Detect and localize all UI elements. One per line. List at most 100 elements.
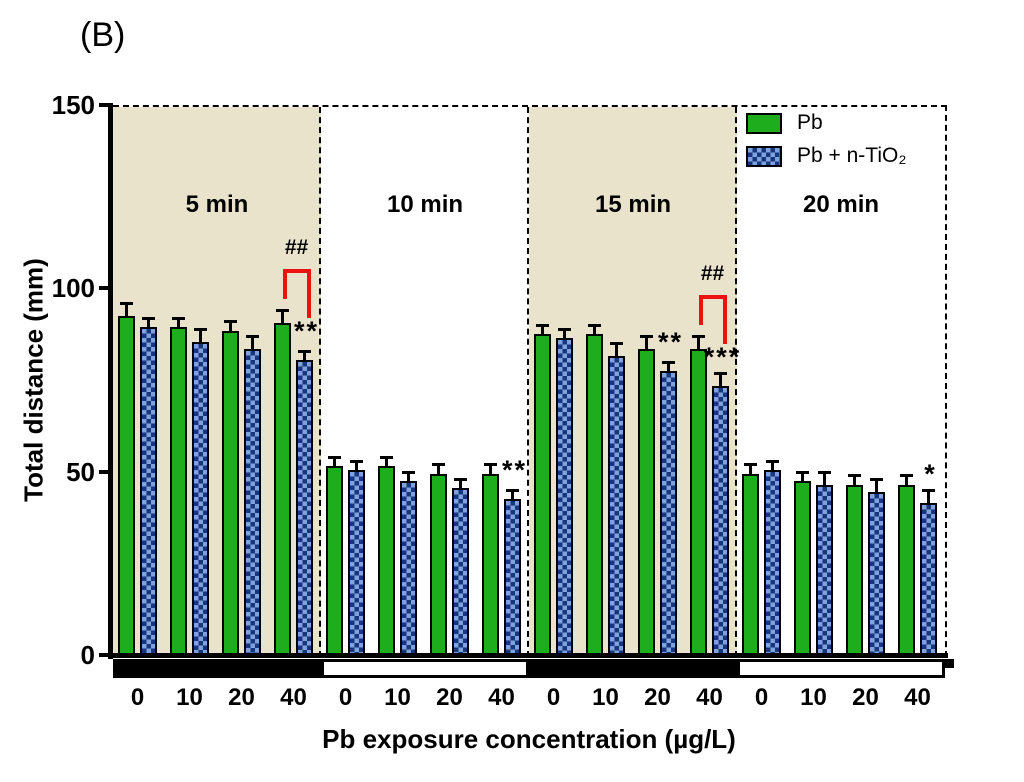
error-bar <box>177 319 180 327</box>
legend-item-pb: Pb <box>746 111 907 135</box>
error-bar <box>905 477 908 485</box>
error-bar-cap <box>506 489 519 492</box>
error-bar <box>385 459 388 467</box>
bar-tio2-5-min-20 <box>244 349 261 657</box>
error-bar-cap <box>714 371 727 375</box>
error-bar <box>355 462 358 470</box>
error-bar-cap <box>328 456 341 459</box>
error-bar-cap <box>640 335 653 338</box>
error-bar-cap <box>818 470 831 474</box>
bar-tio2-20-min-10 <box>816 484 833 657</box>
bracket-left-leg <box>282 269 287 300</box>
panel-label-10-min: 10 min <box>386 191 464 218</box>
x-tick-label-15-min-40: 40 <box>696 684 723 711</box>
bracket-right-leg <box>306 269 311 318</box>
error-bar-cap <box>432 463 445 467</box>
error-bar-cap <box>870 478 883 481</box>
error-bar-cap <box>766 459 779 463</box>
bar-tio2-10-min-10 <box>400 481 417 657</box>
y-tick-label: 100 <box>51 273 95 304</box>
x-tick-label-5-min-40: 40 <box>280 684 307 711</box>
bracket-left-leg <box>698 295 703 325</box>
bar-tio2-10-min-40 <box>504 499 521 657</box>
bar-pb-5-min-40 <box>274 323 291 657</box>
x-tick-label-5-min-10: 10 <box>176 684 203 711</box>
error-bar <box>771 462 774 470</box>
bar-pb-15-min-20 <box>638 349 655 657</box>
error-bar <box>459 481 462 489</box>
bar-tio2-20-min-20 <box>868 492 885 657</box>
error-bar-cap <box>588 324 601 327</box>
error-bar <box>333 459 336 467</box>
bar-tio2-20-min-40 <box>920 503 937 657</box>
error-bar-cap <box>276 309 289 313</box>
error-bar <box>615 345 618 357</box>
significance-stars: ** <box>657 327 684 357</box>
bracket-top <box>698 295 727 299</box>
error-bar <box>749 466 752 474</box>
significance-stars: ** <box>501 455 528 486</box>
bar-tio2-15-min-20 <box>660 371 677 657</box>
error-bar-cap <box>172 316 185 320</box>
legend-label-tio2: Pb + n-TiO₂ <box>797 144 907 167</box>
error-bar-cap <box>744 463 757 467</box>
bar-pb-5-min-10 <box>170 327 187 657</box>
significance-hash: ## <box>284 236 309 260</box>
x-tick-label-15-min-0: 0 <box>546 684 561 711</box>
error-bar-cap <box>536 324 549 327</box>
error-bar-cap <box>558 327 571 331</box>
error-bar <box>147 319 150 327</box>
bar-pb-15-min-40 <box>690 349 707 657</box>
error-bar-cap <box>796 470 809 474</box>
error-bar <box>281 312 284 324</box>
y-axis-tick <box>99 469 109 474</box>
x-tick-label-20-min-20: 20 <box>852 684 879 711</box>
y-tick-label: 0 <box>80 640 95 670</box>
error-bar-cap <box>120 302 133 305</box>
error-bar <box>199 330 202 342</box>
error-bar <box>719 374 722 386</box>
photoperiod-strip-dark-5-min <box>113 659 321 678</box>
error-bar <box>541 327 544 335</box>
bar-tio2-15-min-10 <box>608 356 625 657</box>
x-tick-label-10-min-0: 0 <box>338 684 353 711</box>
error-bar <box>251 338 254 349</box>
x-tick-label-10-min-40: 40 <box>488 684 515 711</box>
x-axis-title: Pb exposure concentration (µg/L) <box>322 724 736 754</box>
bar-pb-20-min-0 <box>742 473 759 657</box>
x-tick-label-10-min-20: 20 <box>436 684 463 711</box>
photoperiod-strip-dark-15-min <box>529 659 737 678</box>
error-bar-cap <box>900 474 913 478</box>
photoperiod-strip-light-20-min <box>737 659 945 678</box>
error-bar-cap <box>380 456 393 459</box>
bar-pb-20-min-40 <box>898 484 915 657</box>
y-axis-tick <box>99 653 109 657</box>
bar-tio2-15-min-0 <box>556 338 573 657</box>
error-bar <box>593 327 596 335</box>
error-bar-cap <box>848 474 861 478</box>
significance-stars: *** <box>703 341 742 372</box>
x-tick-label-5-min-0: 0 <box>130 684 145 711</box>
bracket-right-leg <box>722 295 727 344</box>
error-bar <box>125 305 128 316</box>
bar-pb-15-min-10 <box>586 334 603 657</box>
y-axis-tick <box>99 286 109 291</box>
panel-label-20-min: 20 min <box>802 191 880 218</box>
bar-tio2-5-min-10 <box>192 341 209 657</box>
figure-panel-letter: (B) <box>80 16 126 54</box>
error-bar-cap <box>350 459 363 463</box>
x-tick-label-20-min-10: 10 <box>800 684 827 711</box>
legend: Pb Pb + n-TiO₂ <box>746 111 907 177</box>
legend-label-pb: Pb <box>797 111 823 134</box>
error-bar <box>667 363 670 371</box>
bar-tio2-5-min-0 <box>140 327 157 657</box>
bar-pb-5-min-0 <box>118 316 135 657</box>
bar-pb-10-min-20 <box>430 473 447 657</box>
photoperiod-strip-light-10-min <box>321 659 529 678</box>
error-bar <box>801 473 804 481</box>
bar-tio2-20-min-0 <box>764 470 781 657</box>
significance-stars: ** <box>293 316 320 346</box>
error-bar-cap <box>194 327 207 331</box>
x-tick-label-5-min-20: 20 <box>228 684 255 711</box>
